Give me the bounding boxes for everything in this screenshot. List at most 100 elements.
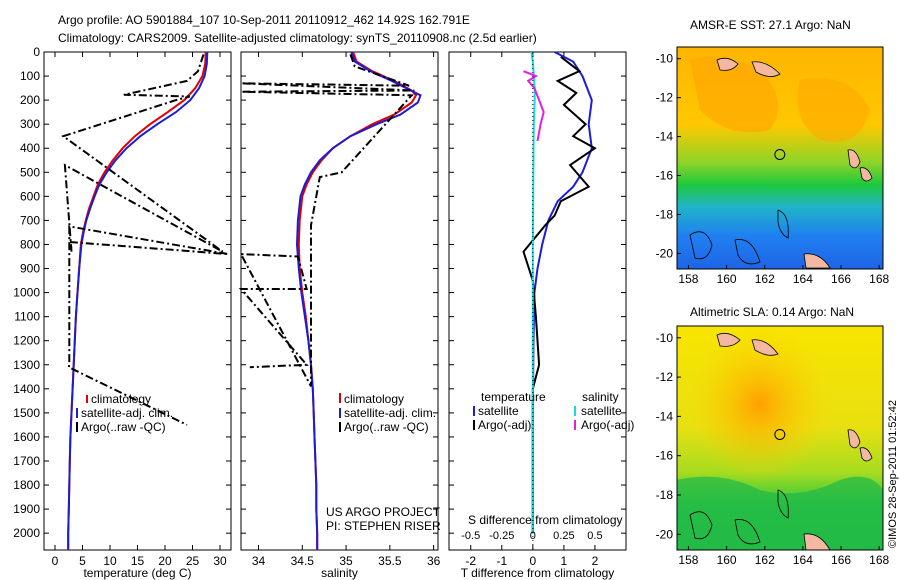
y-tick-label: -18 xyxy=(656,207,674,221)
s-tick-label: 0.5 xyxy=(587,530,602,542)
legend-argo-label: Argo(..raw -QC) xyxy=(81,420,166,434)
salinity-legend: climatology satellite-adj. clim. Argo(..… xyxy=(326,392,441,533)
y-tick-label: 200 xyxy=(20,93,40,107)
y-tick-label: -12 xyxy=(656,91,674,105)
legend-t-satellite-label: satellite xyxy=(478,404,519,418)
legend-t-argo-label: Argo(-adj) xyxy=(478,418,531,432)
reef-outline xyxy=(777,209,789,239)
y-tick-label: 100 xyxy=(20,69,40,83)
x-tick-label: 34 xyxy=(252,554,266,568)
sst-warm-patch xyxy=(690,56,778,133)
x-tick-label: -2 xyxy=(465,554,476,568)
sst-map-title: AMSR-E SST: 27.1 Argo: NaN xyxy=(690,18,851,32)
reef-outline xyxy=(689,231,713,260)
y-tick-label: -16 xyxy=(656,169,674,183)
y-tick-label: 1100 xyxy=(14,310,40,324)
x-tick-label: 25 xyxy=(186,554,200,568)
x-tick-label: 2 xyxy=(592,554,599,568)
argo-float-marker xyxy=(774,428,786,440)
x-tick-label: 10 xyxy=(103,554,117,568)
x-axis-label: salinity xyxy=(321,566,358,580)
y-tick-label: 900 xyxy=(20,262,40,276)
x-tick-label: 15 xyxy=(131,554,145,568)
x-tick-label: 0 xyxy=(52,554,59,568)
y-tick-label: -20 xyxy=(656,246,674,260)
argo-float-marker xyxy=(774,148,786,160)
reef-outline xyxy=(777,489,789,519)
land-mass xyxy=(859,167,873,182)
x-tick-label: 164 xyxy=(793,272,813,286)
sst-map: AMSR-E SST: 27.1 Argo: NaN 158 160 162 164 1… xyxy=(656,18,890,286)
s-tick-label: -0.5 xyxy=(461,530,480,542)
legend-climatology-label: climatology xyxy=(91,392,151,406)
s-tick-label: 0.25 xyxy=(553,530,574,542)
x-tick-label: 168 xyxy=(869,553,889,567)
copyright-stamp: ©IMOS 28-Sep-2011 01:52:42 xyxy=(887,400,899,548)
y-tick-label: 500 xyxy=(20,165,40,179)
y-tick-label: -10 xyxy=(656,331,674,345)
legend-satellite-label: satellite-adj. clim. xyxy=(344,406,436,420)
series-argo-raw-qc xyxy=(61,54,229,426)
land-mass xyxy=(803,253,831,269)
x-tick-label: 34.5 xyxy=(291,554,315,568)
legend-climatology-label: climatology xyxy=(344,392,404,406)
y-tick-label: 2000 xyxy=(13,526,40,540)
legend-argo-label: Argo(..raw -QC) xyxy=(344,420,429,434)
series-t-argo-adj xyxy=(522,56,597,534)
x-tick-label: 164 xyxy=(793,553,813,567)
y-tick-label: 400 xyxy=(20,141,40,155)
legend-s-satellite-label: satellite xyxy=(581,404,622,418)
temperature-legend: climatology satellite-adj. clim. Argo(..… xyxy=(76,392,173,434)
land-mass xyxy=(847,429,861,449)
reef-outline xyxy=(734,519,761,545)
legend-salinity-title: salinity xyxy=(582,390,619,404)
y-tick-label: 1400 xyxy=(13,382,40,396)
series-climatology xyxy=(67,51,207,550)
land-mass xyxy=(847,149,861,169)
plot-frame xyxy=(43,51,232,551)
y-tick-label: -14 xyxy=(656,130,674,144)
series-satellite-adj-clim xyxy=(295,51,422,550)
title-line-2: Climatology: CARS2009. Satellite-adjuste… xyxy=(58,31,537,45)
y-tick-label: 1700 xyxy=(13,454,40,468)
y-tick-label: 1500 xyxy=(13,406,40,420)
title-line-1: Argo profile: AO 5901884_107 10-Sep-2011… xyxy=(58,13,470,27)
x-tick-label: 162 xyxy=(755,553,775,567)
x-tick-label: 160 xyxy=(717,272,737,286)
reef-outline xyxy=(734,239,761,265)
reef-outline xyxy=(689,511,713,540)
x-tick-label: 166 xyxy=(831,272,851,286)
y-tick-label: 1800 xyxy=(13,478,40,492)
s-tick-label: -0.25 xyxy=(489,530,514,542)
temperature-panel: 0100200300400500600700800900100011001200… xyxy=(13,45,232,580)
y-tick-label: 1900 xyxy=(13,502,40,516)
series-t-satellite xyxy=(531,51,593,534)
x-tick-label: 36 xyxy=(427,554,441,568)
x-tick-label: 158 xyxy=(678,553,698,567)
y-tick-label: 700 xyxy=(20,213,40,227)
y-tick-label: 600 xyxy=(20,189,40,203)
land-mass xyxy=(716,332,741,347)
series-s-argo-adj xyxy=(523,70,545,142)
x-tick-label: 5 xyxy=(79,554,86,568)
legend-temperature-title: temperature xyxy=(481,390,546,404)
salinity-panel: 34 34.5 35 35.5 36 salinity xyxy=(238,51,441,580)
sla-map: Altimetric SLA: 0.14 Argo: NaN 158 160 162… xyxy=(656,305,890,567)
difference-legend: temperature satellite Argo(-adj) salinit… xyxy=(468,390,634,527)
s-difference-xlabel: S difference from climatology xyxy=(468,513,623,527)
x-axis-label: T difference from climatology xyxy=(461,566,615,580)
plot-frame xyxy=(448,51,627,551)
y-tick-label: -12 xyxy=(656,370,674,384)
y-tick-label: -20 xyxy=(656,527,674,541)
y-tick-label: -18 xyxy=(656,488,674,502)
x-tick-label: 160 xyxy=(717,553,737,567)
x-tick-label: 162 xyxy=(755,272,775,286)
land-mass xyxy=(751,339,779,356)
y-tick-label: 300 xyxy=(20,117,40,131)
x-tick-label: 20 xyxy=(158,554,172,568)
land-mass xyxy=(751,61,781,77)
x-tick-label: 35 xyxy=(339,554,353,568)
y-tick-label: 1300 xyxy=(13,358,40,372)
y-tick-label: -10 xyxy=(656,52,674,66)
